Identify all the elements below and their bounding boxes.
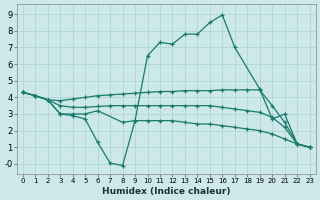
X-axis label: Humidex (Indice chaleur): Humidex (Indice chaleur) — [102, 187, 230, 196]
